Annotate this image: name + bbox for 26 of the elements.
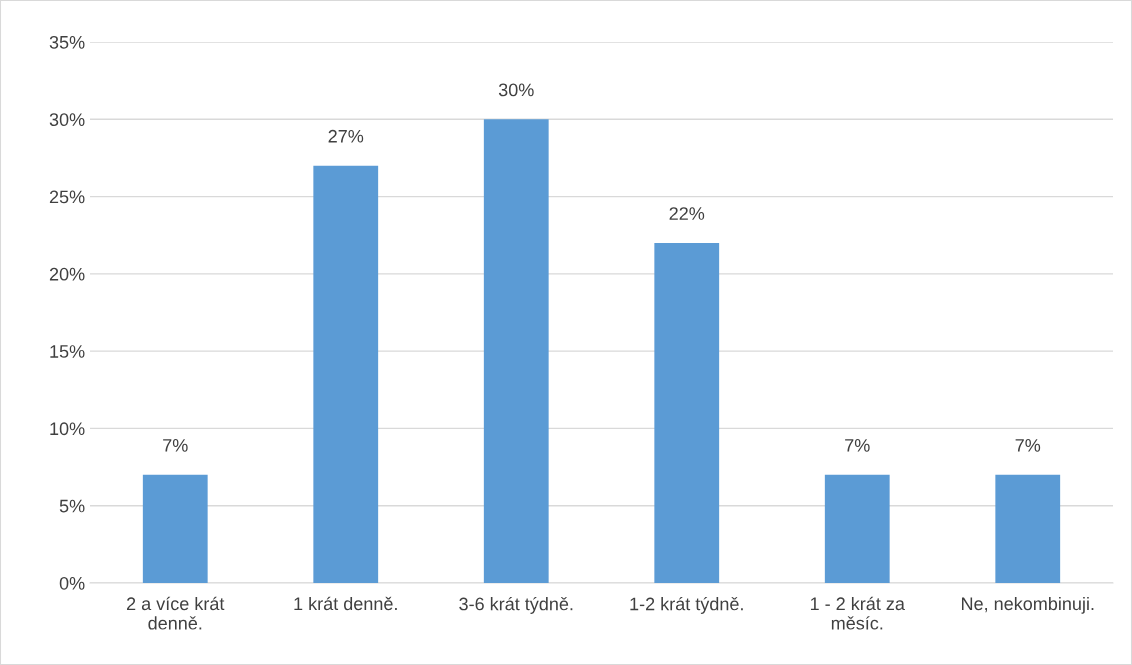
- x-tick-label: 1 - 2 krát za měsíc.: [810, 596, 905, 630]
- x-tick-label: 1-2 krát týdně.: [630, 596, 743, 614]
- bar: [995, 474, 1061, 583]
- y-tick-label: 30%: [49, 113, 85, 127]
- bar: [313, 165, 379, 583]
- y-tick-label: 20%: [49, 267, 85, 281]
- y-tick-label: 35%: [49, 35, 85, 49]
- data-label: 7%: [1015, 439, 1041, 452]
- y-tick-label: 25%: [49, 190, 85, 204]
- data-label: 27%: [328, 129, 364, 143]
- x-tick-label: Ne, nekombinuji.: [961, 596, 1094, 614]
- y-tick-label: 10%: [50, 422, 85, 436]
- x-tick-label: 1 krát denně.: [294, 596, 397, 611]
- y-tick-label: 15%: [50, 345, 85, 358]
- x-tick-label: 3-6 krát týdně.: [459, 596, 573, 614]
- data-label: 30%: [498, 83, 534, 97]
- y-tick-label: 5%: [59, 499, 85, 513]
- y-tick-label: 0%: [59, 576, 85, 590]
- data-label: 7%: [163, 439, 188, 452]
- bar: [824, 474, 890, 583]
- data-label: 22%: [669, 207, 705, 220]
- bar: [142, 474, 208, 583]
- x-tick-label: 2 a více krát denně.: [126, 596, 225, 630]
- bar: [483, 119, 549, 583]
- bar: [654, 242, 720, 583]
- data-label: 7%: [845, 439, 870, 452]
